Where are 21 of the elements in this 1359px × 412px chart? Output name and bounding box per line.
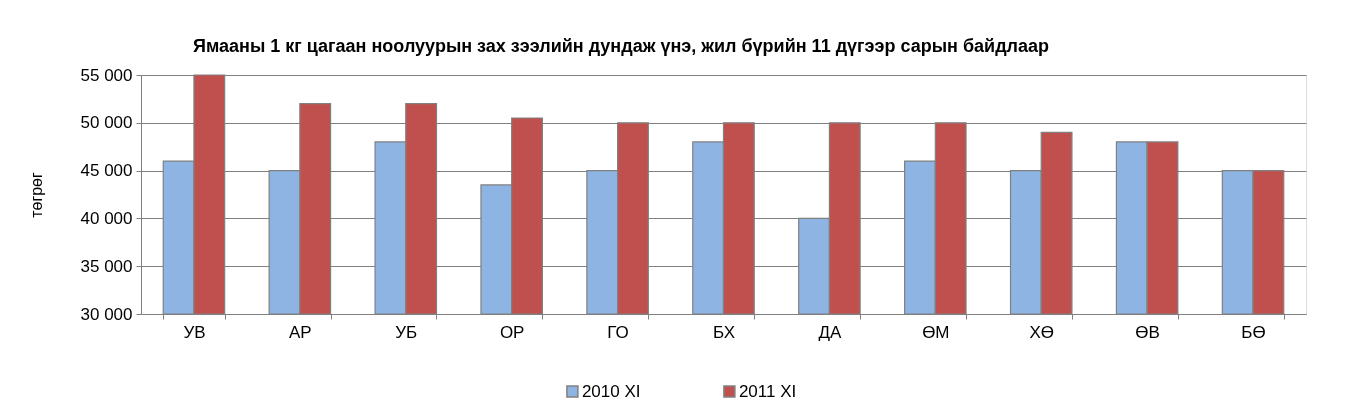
x-tick-label: ОР [499, 322, 525, 342]
x-tick-label: ГО [607, 322, 629, 342]
x-tick-label: БХ [712, 322, 736, 342]
x-tick-label: ӨВ [1135, 322, 1160, 342]
y-axis-title: төгрөг [27, 171, 45, 218]
legend-label: 2010 XI [581, 381, 641, 401]
y-tick-label: 30 000 [80, 304, 133, 324]
y-tick-label: 45 000 [80, 161, 133, 181]
x-tick-label: БӨ [1241, 322, 1266, 342]
x-tick-label: УБ [395, 322, 418, 342]
x-tick-label: ӨМ [922, 322, 950, 342]
y-tick-label: 35 000 [80, 256, 133, 276]
legend-label: 2011 XI [738, 381, 797, 401]
y-tick-label: 55 000 [80, 65, 133, 85]
x-tick-label: ДА [818, 322, 842, 342]
x-tick-label: АР [289, 322, 312, 342]
chart-title: Ямааны 1 кг цагаан ноолуурын зах зээлийн дундаж үнэ, жил бүрийн 11 дүгээр сарын байдлаар [193, 36, 1050, 56]
x-tick-label: УВ [183, 322, 206, 342]
y-tick-label: 40 000 [80, 208, 133, 228]
x-tick-label: ХӨ [1029, 322, 1055, 342]
y-tick-label: 50 000 [80, 113, 133, 133]
